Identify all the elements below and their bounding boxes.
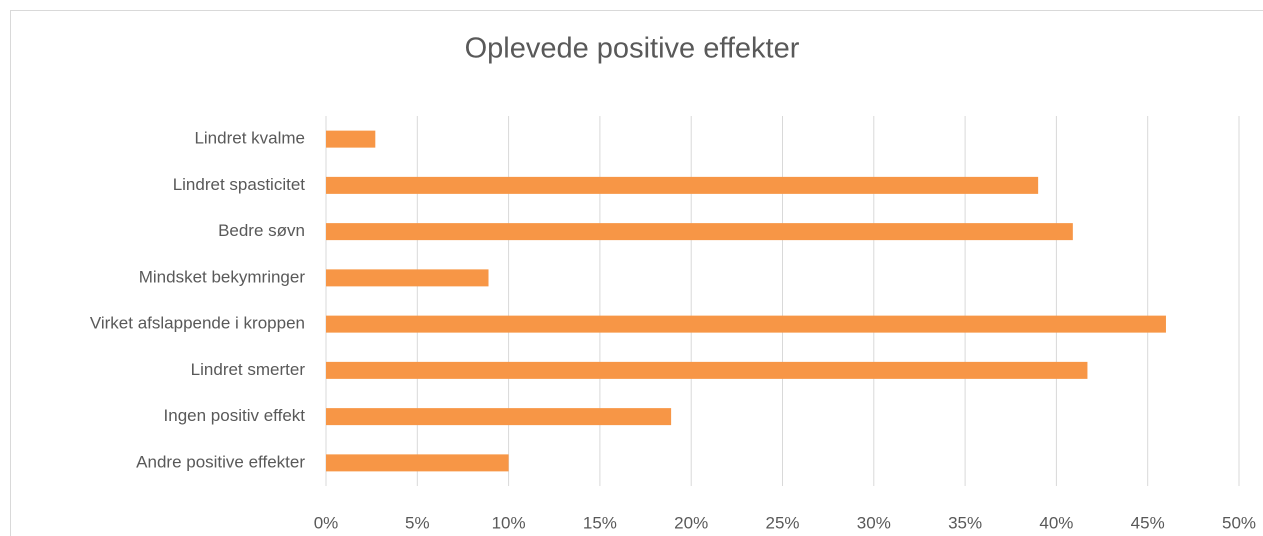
- bar: [326, 361, 1088, 379]
- y-tick-label: Virket afslappende i kroppen: [90, 314, 305, 333]
- y-tick-label: Ingen positiv effekt: [164, 406, 306, 425]
- x-tick-label: 50%: [1222, 513, 1256, 532]
- y-tick-label: Bedre søvn: [218, 221, 305, 240]
- chart-frame: [10, 10, 1263, 536]
- bar: [326, 454, 509, 472]
- y-tick-label: Lindret kvalme: [194, 129, 305, 148]
- x-tick-label: 0%: [314, 513, 339, 532]
- x-tick-label: 30%: [857, 513, 891, 532]
- x-tick-label: 40%: [1039, 513, 1073, 532]
- x-tick-label: 35%: [948, 513, 982, 532]
- bar: [326, 130, 376, 148]
- x-tick-label: 10%: [492, 513, 526, 532]
- bar: [326, 223, 1073, 241]
- x-tick-label: 5%: [405, 513, 430, 532]
- y-tick-label: Lindret spasticitet: [173, 175, 306, 194]
- bar: [326, 408, 672, 426]
- bar: [326, 269, 489, 287]
- x-tick-label: 25%: [765, 513, 799, 532]
- y-tick-label: Andre positive effekter: [136, 452, 305, 471]
- y-tick-label: Mindsket bekymringer: [139, 267, 306, 286]
- bar: [326, 315, 1166, 333]
- x-tick-label: 15%: [583, 513, 617, 532]
- chart-title: Oplevede positive effekter: [465, 33, 800, 65]
- y-tick-label: Lindret smerter: [191, 360, 306, 379]
- x-tick-label: 20%: [674, 513, 708, 532]
- x-tick-label: 45%: [1131, 513, 1165, 532]
- bar: [326, 176, 1039, 194]
